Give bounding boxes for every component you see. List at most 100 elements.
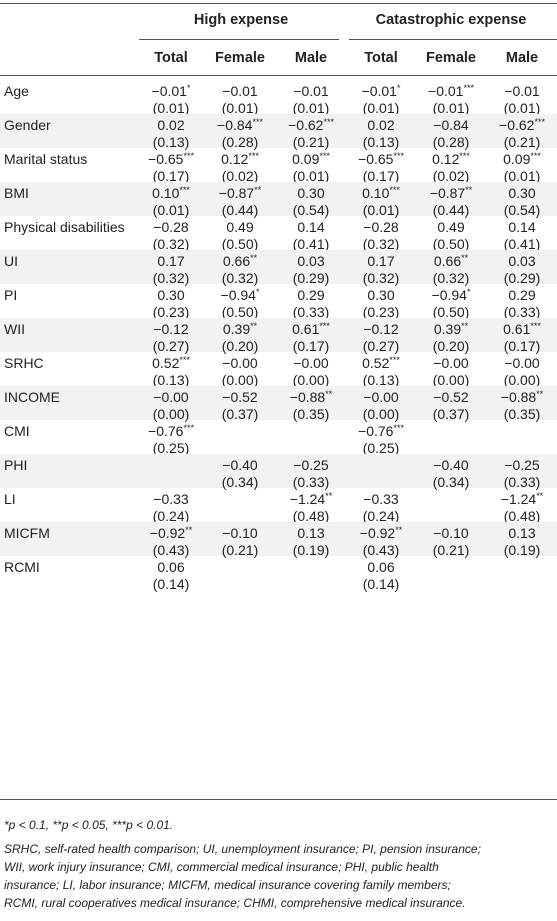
table-cell: −0.25 (0.33) [485,457,557,491]
standard-error: (0.34) [221,474,259,490]
table-row: SRHC 0.52*** (0.13) −0.00 (0.00) −0.00 (0.00) 0… [0,352,557,389]
significance-stars: ** [250,321,258,331]
coefficient: 0.17 [344,253,418,270]
standard-error: (0.21) [292,134,330,150]
significance-stars: *** [389,185,400,195]
significance-stars: ** [536,389,544,399]
significance-stars: *** [530,321,541,331]
row-label: RCMI [4,559,40,575]
coefficient-value: −0.12 [153,321,189,337]
significance-stars: *** [319,151,330,161]
table-row: CMI −0.76*** (0.25) −0.76*** (0.25) [0,420,557,456]
standard-error: (0.00) [221,372,259,388]
coefficient-value: 0.17 [157,253,185,269]
coefficient: 0.06 [344,559,418,576]
standard-error: (0.50) [221,304,259,320]
coefficient: 0.30 [485,185,557,202]
coefficient: −0.92** [134,525,208,542]
table-cell: 0.29 (0.33) [485,287,557,321]
table-cell: −0.01 (0.01) [203,83,277,117]
table-row: Age −0.01* (0.01) −0.01 (0.01) −0.01 (0.01) −0.… [0,80,557,117]
coefficient-value: −0.94 [431,287,467,303]
coefficient: 0.52*** [134,355,208,372]
coefficient: 0.12*** [414,151,488,168]
table-cell: −0.33 (0.24) [134,491,208,525]
coefficient: 0.14 [485,219,557,236]
significance-stars: * [255,287,260,297]
coefficient: 0.61*** [274,321,348,338]
rule-line [349,39,557,40]
coefficient: −0.25 [485,457,557,474]
significance-stars: * [186,83,191,93]
coefficient: −0.00 [485,355,557,372]
coefficient: −0.01* [134,83,208,100]
standard-error: (0.17) [362,168,400,184]
standard-error: (0.01) [221,100,259,116]
table-row: Marital status −0.65*** (0.17) 0.12*** (0.02… [0,148,557,184]
table-cell: −0.84 (0.28) [414,117,488,151]
table-cell: 0.61*** (0.17) [485,321,557,355]
coefficient: −0.88** [274,389,348,406]
significance-stars: ** [536,491,544,501]
standard-error: (0.35) [503,406,541,422]
table-row: MICFM −0.92** (0.43) −0.10 (0.21) 0.13 (0.19) −… [0,522,557,558]
table-cell: −0.01 (0.01) [274,83,348,117]
coefficient-value: −0.33 [363,491,399,507]
significance-stars: ** [461,253,469,263]
table-cell: 0.30 (0.23) [344,287,418,321]
standard-error: (0.01) [362,202,400,218]
coefficient-value: −0.65 [148,151,184,167]
coefficient: −0.65*** [344,151,418,168]
table-cell: −0.88** (0.35) [274,389,348,423]
significance-stars: *** [530,151,541,161]
table-cell: −0.00 (0.00) [274,355,348,389]
standard-error: (0.17) [152,168,190,184]
coefficient-value: −0.40 [222,457,258,473]
row-label: WII [4,321,25,337]
significance-stars: *** [252,117,263,127]
coefficient-value: −0.28 [153,219,189,235]
coefficient-value: −0.92 [149,525,186,541]
significance-stars: ** [250,253,258,263]
table-cell: −0.52 (0.37) [203,389,277,423]
table-cell: −0.88** (0.35) [485,389,557,423]
coefficient: −0.25 [274,457,348,474]
coefficient: −0.00 [344,389,418,406]
column-header: Male [505,50,539,66]
table-row: Gender 0.02 (0.13) −0.84*** (0.28) −0.62*** (0… [0,114,557,151]
coefficient-value: −0.10 [222,525,258,541]
coefficient-value: −0.88 [289,389,326,405]
coefficient: −0.12 [134,321,208,338]
table-cell: −1.24** (0.48) [485,491,557,525]
table-cell: −0.52 (0.37) [414,389,488,423]
coefficient-value: −0.00 [293,355,329,371]
standard-error: (0.01) [362,100,400,116]
table-cell: 0.14 (0.41) [274,219,348,253]
significance-stars: *** [179,185,190,195]
table-cell: 0.49 (0.50) [414,219,488,253]
table-cell: −0.28 (0.32) [344,219,418,253]
standard-error: (0.27) [152,338,190,354]
table-row: RCMI 0.06 (0.14) 0.06 (0.14) [0,556,557,592]
coefficient: −0.01 [274,83,348,100]
standard-error: (0.37) [432,406,470,422]
coefficient-value: −0.01 [222,83,258,99]
coefficient-value: 0.14 [297,219,325,235]
significance-stars: *** [319,321,330,331]
column-header: Total [154,50,188,66]
standard-error: (0.34) [432,474,470,490]
coefficient-value: −0.00 [363,389,399,405]
table-row: Physical disabilities −0.28 (0.32) 0.49 (0.5… [0,216,557,253]
significance-stars: ** [395,525,403,535]
standard-error: (0.01) [503,168,541,184]
table-cell: 0.52*** (0.13) [344,355,418,389]
coefficient: −0.00 [203,355,277,372]
table-cell: −0.40 (0.34) [203,457,277,491]
table-cell: −0.00 (0.00) [344,389,418,423]
coefficient: −0.33 [134,491,208,508]
row-stripe [0,386,557,420]
row-label: PI [4,287,18,303]
group-header: High expense [193,12,289,28]
row-label: INCOME [4,389,60,405]
standard-error: (0.32) [432,270,470,286]
